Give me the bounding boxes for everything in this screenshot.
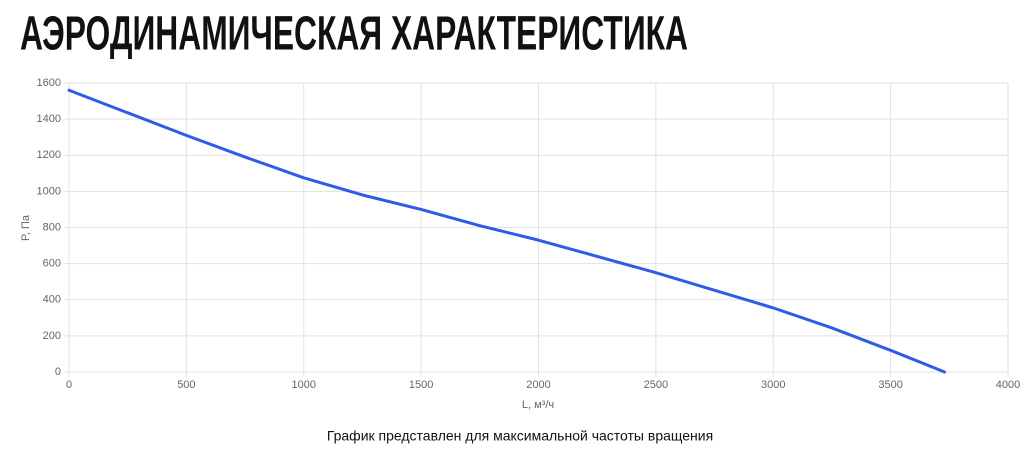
x-tick-label: 3500 (878, 379, 902, 391)
y-tick-label: 1000 (37, 185, 61, 197)
y-tick-label: 1200 (37, 149, 61, 161)
y-tick-label: 1400 (37, 113, 61, 125)
y-axis-label: P, Па (20, 214, 32, 241)
x-tick-label: 1000 (292, 379, 316, 391)
y-tick-label: 1600 (37, 77, 61, 89)
x-tick-label: 500 (177, 379, 195, 391)
x-tick-label: 1500 (409, 379, 433, 391)
x-tick-label: 4000 (996, 379, 1020, 391)
x-tick-label: 2500 (644, 379, 668, 391)
y-tick-label: 400 (43, 294, 61, 306)
x-axis-label: L, м³/ч (522, 399, 554, 411)
x-tick-label: 3000 (761, 379, 785, 391)
line (67, 88, 947, 374)
y-tick-label: 200 (43, 330, 61, 342)
x-tick-label: 2000 (526, 379, 550, 391)
caption: График представлен для максимальной част… (327, 428, 713, 444)
y-tick-label: 800 (43, 221, 61, 233)
chart-title: АЭРОДИНАМИЧЕСКАЯ ХАРАКТЕРИСТИКА (20, 8, 688, 61)
y-tick-label: 0 (55, 366, 61, 378)
y-tick-label: 600 (43, 258, 61, 270)
x-tick-label: 0 (66, 379, 72, 391)
